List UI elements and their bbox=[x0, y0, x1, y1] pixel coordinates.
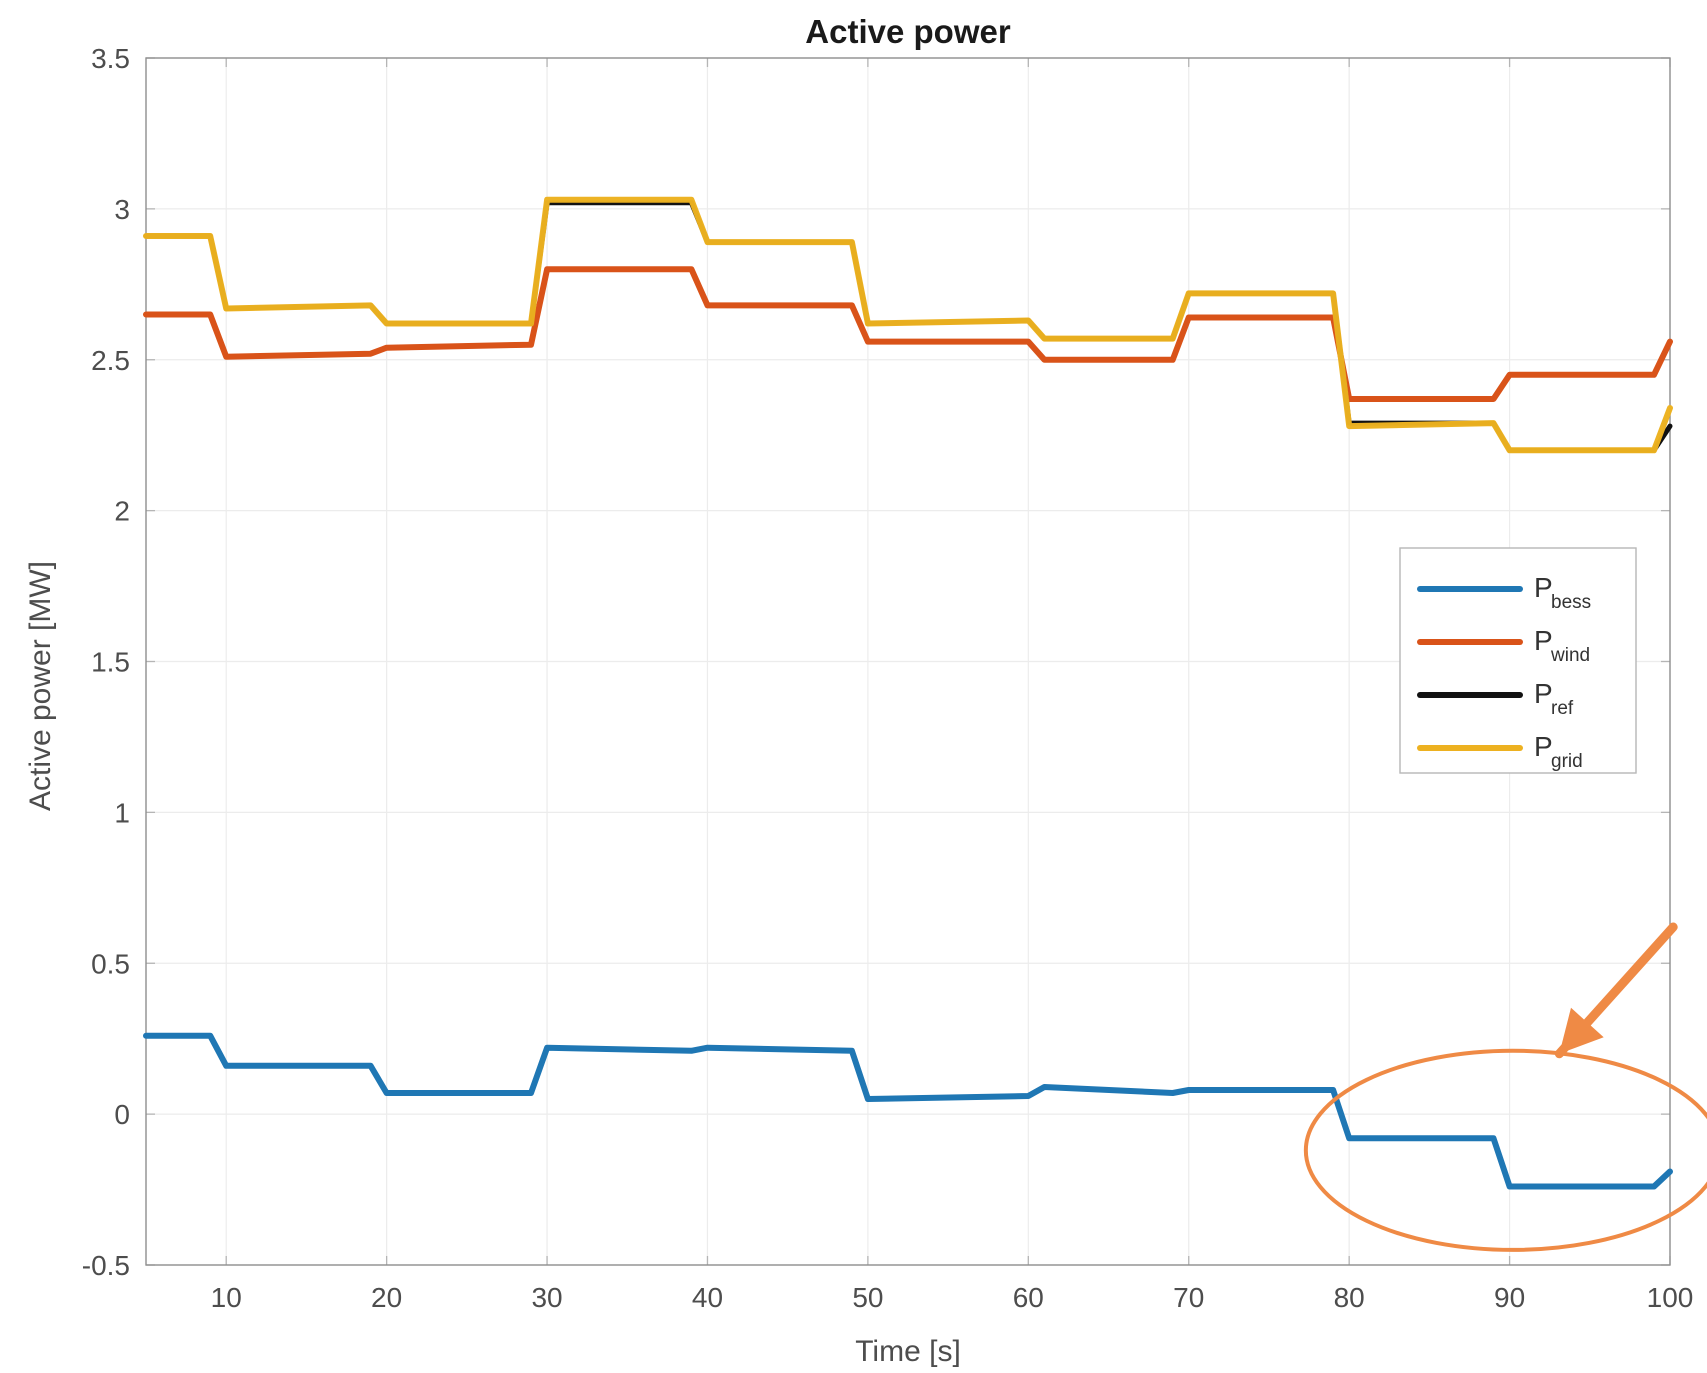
x-tick-label: 20 bbox=[371, 1282, 402, 1313]
legend-label-sub-ref: ref bbox=[1551, 698, 1574, 719]
legend-box bbox=[1399, 547, 1637, 774]
plot-frame bbox=[145, 57, 1671, 1266]
x-tick-label: 40 bbox=[692, 1282, 723, 1313]
y-tick-label: 0 bbox=[114, 1099, 130, 1130]
y-tick-label: 0.5 bbox=[91, 948, 130, 979]
y-tick-label: 2 bbox=[114, 496, 130, 527]
x-axis-title: Time [s] bbox=[855, 1335, 961, 1368]
y-tick-label: -0.5 bbox=[82, 1250, 130, 1281]
x-tick-label: 90 bbox=[1494, 1282, 1525, 1313]
y-tick-label: 2.5 bbox=[91, 345, 130, 376]
y-tick-label: 3 bbox=[114, 194, 130, 225]
chart-title: Active power bbox=[805, 13, 1011, 50]
y-tick-label: 3.5 bbox=[91, 43, 130, 74]
legend-label-main-bess: P bbox=[1534, 572, 1553, 603]
x-tick-label: 70 bbox=[1173, 1282, 1204, 1313]
series-layer bbox=[143, 196, 1673, 1190]
x-tick-label: 100 bbox=[1647, 1282, 1694, 1313]
highlight-ellipse bbox=[1303, 1048, 1707, 1252]
x-tick-label: 10 bbox=[211, 1282, 242, 1313]
x-tick-label: 60 bbox=[1013, 1282, 1044, 1313]
series-line-grid bbox=[143, 196, 1673, 454]
series-line-bess bbox=[143, 1032, 1673, 1190]
legend-label-main-wind: P bbox=[1534, 625, 1553, 656]
y-tick-label: 1.5 bbox=[91, 647, 130, 678]
legend-label-main-grid: P bbox=[1534, 731, 1553, 762]
legend-label-sub-bess: bess bbox=[1551, 592, 1591, 613]
legend-label-main-ref: P bbox=[1534, 678, 1553, 709]
x-tick-label: 30 bbox=[531, 1282, 562, 1313]
annotation-layer bbox=[1303, 922, 1707, 1252]
axes-layer: 10 20 30 40 50 60 70 80 90 100 -0.5 0 0.5 1 1.5 2 2.5 3 3.… bbox=[82, 43, 1694, 1313]
legend-label-sub-grid: grid bbox=[1551, 751, 1583, 772]
series-line-wind bbox=[143, 266, 1673, 402]
x-tick-label: 50 bbox=[852, 1282, 883, 1313]
x-tick-label: 80 bbox=[1334, 1282, 1365, 1313]
y-tick-label: 1 bbox=[114, 797, 130, 828]
y-axis-title: Active power [MW] bbox=[24, 561, 57, 811]
annotation-arrow-head bbox=[1559, 1007, 1604, 1054]
legend-label-sub-wind: wind bbox=[1550, 645, 1590, 666]
